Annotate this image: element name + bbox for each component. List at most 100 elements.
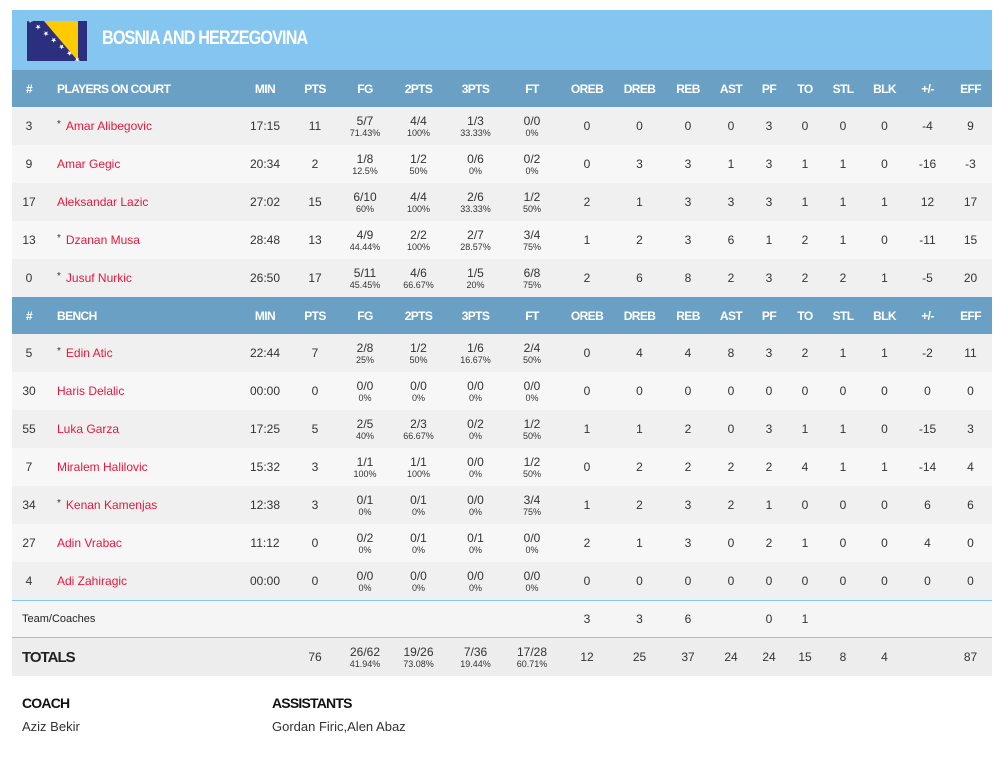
col-header-3pts[interactable]: 3PTS [447, 70, 504, 107]
player-name-cell[interactable]: Haris Delalic [46, 372, 240, 410]
stat-p2: 1/2 50% [390, 334, 447, 372]
col-header-pf[interactable]: PF [751, 297, 787, 334]
player-name-cell[interactable]: Luka Garza [46, 410, 240, 448]
col-header-pts[interactable]: PTS [290, 297, 340, 334]
made-attempted: 0/0 [523, 378, 541, 393]
stat-oreb: 0 [560, 448, 614, 486]
stat-to: 4 [787, 448, 823, 486]
player-name-link[interactable]: Miralem Halilovic [57, 460, 148, 474]
col-header-oreb[interactable]: OREB [560, 297, 614, 334]
player-name-link[interactable]: Adi Zahiragic [57, 574, 128, 588]
col-header-reb[interactable]: REB [665, 297, 711, 334]
player-name-cell[interactable]: * Kenan Kamenjas [46, 486, 240, 524]
made-attempted: 2/8 [356, 340, 374, 355]
stat-to: 0 [787, 486, 823, 524]
stat-stl: 1 [823, 183, 863, 221]
player-name-cell[interactable]: * Jusuf Nurkic [46, 259, 240, 297]
made-attempted: 19/26 [403, 644, 434, 659]
player-name-cell[interactable]: * Edin Atic [46, 334, 240, 372]
col-header-to[interactable]: TO [787, 297, 823, 334]
stat-ast: 0 [711, 410, 751, 448]
col-header-reb[interactable]: REB [665, 70, 711, 107]
player-name-link[interactable]: Amar Gegic [57, 157, 121, 171]
col-header-blk[interactable]: BLK [863, 297, 906, 334]
player-name-link[interactable]: Luka Garza [57, 422, 120, 436]
stat-eff: 6 [949, 486, 992, 524]
player-name-link[interactable]: Kenan Kamenjas [65, 498, 158, 512]
col-header-2pts[interactable]: 2PTS [390, 70, 447, 107]
col-header-dreb[interactable]: DREB [614, 297, 665, 334]
col-header-pf[interactable]: PF [751, 70, 787, 107]
col-header-xxx[interactable]: +/- [906, 70, 949, 107]
percentage: 60% [355, 203, 374, 214]
col-header-to[interactable]: TO [787, 70, 823, 107]
stat-ft: 0/0 0% [504, 107, 560, 145]
col-header-ast[interactable]: AST [711, 70, 751, 107]
col-header-dreb[interactable]: DREB [614, 70, 665, 107]
col-header-eff[interactable]: EFF [949, 70, 992, 107]
percentage: 0% [525, 544, 539, 555]
stat-to: 2 [787, 334, 823, 372]
made-attempted: 2/2 [410, 227, 427, 242]
player-name-cell[interactable]: Aleksandar Lazic [46, 183, 240, 221]
assistants-label: ASSISTANTS [272, 695, 352, 711]
col-header-oreb[interactable]: OREB [560, 70, 614, 107]
col-header-ft[interactable]: FT [504, 70, 560, 107]
player-name-link[interactable]: Dzanan Musa [65, 233, 140, 247]
player-name-cell[interactable]: Miralem Halilovic [46, 448, 240, 486]
col-header-xxx[interactable]: +/- [906, 297, 949, 334]
percentage: 71.43% [349, 127, 381, 138]
player-name-link[interactable]: Adin Vrabac [57, 536, 122, 550]
minutes: 00:00 [240, 372, 290, 410]
made-attempted: 1/2 [523, 189, 541, 204]
col-header-eff[interactable]: EFF [949, 297, 992, 334]
player-name-link[interactable]: Aleksandar Lazic [57, 195, 149, 209]
player-name-link[interactable]: Amar Alibegovic [65, 119, 152, 133]
stat-p3: 1/5 20% [447, 259, 504, 297]
col-header-2pts[interactable]: 2PTS [390, 297, 447, 334]
col-header-min[interactable]: MIN [240, 297, 290, 334]
player-name-cell[interactable]: * Amar Alibegovic [46, 107, 240, 145]
player-name-link[interactable]: Edin Atic [65, 346, 113, 360]
col-header-stl[interactable]: STL [823, 70, 863, 107]
stat-oreb: 1 [560, 410, 614, 448]
jersey-number: 17 [12, 183, 46, 221]
stat-fg: 4/9 44.44% [340, 221, 390, 259]
col-header-ast[interactable]: AST [711, 297, 751, 334]
col-header-3pts[interactable]: 3PTS [447, 297, 504, 334]
player-name-cell[interactable]: Adi Zahiragic [46, 562, 240, 601]
col-header-ft[interactable]: FT [504, 297, 560, 334]
team-stat [906, 600, 949, 638]
player-name-cell[interactable]: * Dzanan Musa [46, 221, 240, 259]
col-header-fg[interactable]: FG [340, 70, 390, 107]
col-header-fg[interactable]: FG [340, 297, 390, 334]
stat-to: 0 [787, 107, 823, 145]
col-header-min[interactable]: MIN [240, 70, 290, 107]
stat-eff: 15 [949, 221, 992, 259]
made-attempted: 6/8 [523, 265, 541, 280]
points: 7 [290, 334, 340, 372]
col-header-pts[interactable]: PTS [290, 70, 340, 107]
player-name-cell[interactable]: Amar Gegic [46, 145, 240, 183]
col-header-blk[interactable]: BLK [863, 70, 906, 107]
percentage: 0% [468, 392, 482, 403]
percentage: 0% [468, 468, 482, 479]
percentage: 50% [522, 468, 541, 479]
stat-blk: 0 [863, 562, 906, 601]
percentage: 28.57% [460, 241, 491, 252]
percentage: 50% [522, 354, 541, 365]
player-name-cell[interactable]: Adin Vrabac [46, 524, 240, 562]
percentage: 0% [525, 127, 539, 138]
totals-p2: 19/26 73.08% [390, 637, 447, 676]
stat-blk: 1 [863, 334, 906, 372]
stat-ast: 2 [711, 259, 751, 297]
player-name-link[interactable]: Haris Delalic [57, 384, 125, 398]
col-header-stl[interactable]: STL [823, 297, 863, 334]
jersey-number: 5 [12, 334, 46, 372]
stat-ft: 0/0 0% [504, 562, 560, 601]
team-stat [949, 600, 992, 638]
stat-p2: 1/1 100% [390, 448, 447, 486]
stat-eff: 3 [949, 410, 992, 448]
stat-pf: 3 [751, 145, 787, 183]
player-name-link[interactable]: Jusuf Nurkic [65, 271, 132, 285]
